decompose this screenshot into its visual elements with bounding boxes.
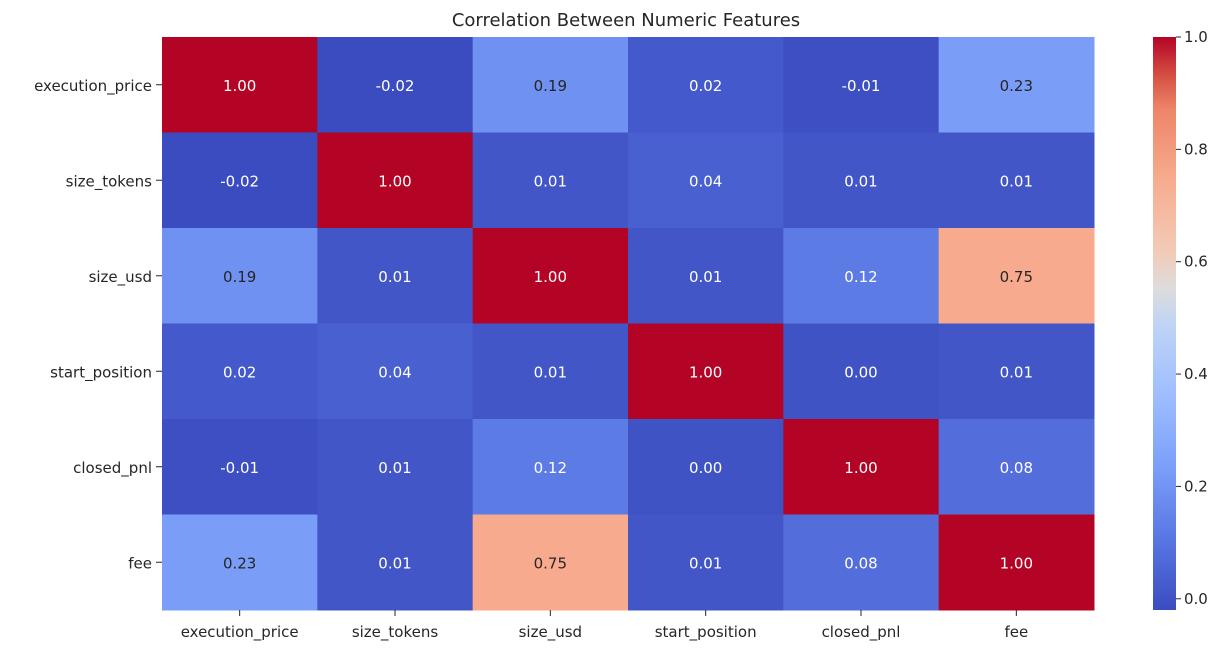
cell-value-label: 0.75: [534, 554, 567, 572]
cell-value-label: 0.75: [1000, 268, 1033, 286]
cell-value-label: 0.01: [1000, 363, 1033, 381]
heatmap-cell: [472, 228, 629, 324]
cell-value-label: 0.12: [534, 459, 567, 477]
heatmap-cell: [938, 228, 1095, 324]
cell-value-label: 0.00: [844, 363, 877, 381]
cell-value-label: 0.02: [223, 363, 256, 381]
heatmap-cell: [472, 419, 629, 515]
heatmap-cell: [162, 514, 318, 611]
cell-value-label: 0.01: [689, 268, 722, 286]
cell-value-label: 1.00: [844, 459, 877, 477]
heatmap-cell: [628, 37, 784, 133]
heatmap-cell: [783, 228, 940, 324]
heatmap-cell: [317, 228, 474, 324]
column-tick-label: closed_pnl: [822, 623, 901, 642]
cell-value-label: 0.23: [223, 554, 256, 572]
heatmap-cell: [472, 132, 629, 229]
cell-value-label: 0.02: [689, 77, 722, 95]
cell-value-label: 0.01: [689, 554, 722, 572]
cell-value-label: -0.02: [376, 77, 415, 95]
cell-value-label: 0.01: [844, 172, 877, 190]
cell-value-label: 0.08: [844, 554, 877, 572]
row-tick-label: start_position: [50, 363, 152, 382]
cell-value-label: 0.01: [378, 554, 411, 572]
cell-value-label: 0.08: [1000, 459, 1033, 477]
heatmap-cell: [783, 514, 940, 611]
cell-value-label: -0.01: [842, 77, 881, 95]
row-tick-label: size_tokens: [66, 172, 153, 191]
heatmap-cell: [162, 132, 318, 229]
chart-title: Correlation Between Numeric Features: [452, 10, 800, 31]
heatmap-cell: [628, 323, 784, 420]
heatmap-cell: [783, 419, 940, 515]
cell-value-label: 1.00: [1000, 554, 1033, 572]
cell-value-label: 0.01: [534, 363, 567, 381]
heatmap-cell-labels: 1.00 -0.02 0.19 0.02 -0.01 0.23 -0.02 1.00 0.01 0…: [220, 77, 1033, 573]
row-tick-label: closed_pnl: [73, 459, 152, 478]
colorbar-tick-label: 1.0: [1184, 28, 1208, 46]
heatmap-cell: [317, 323, 474, 420]
row-tick-label: fee: [128, 554, 152, 572]
heatmap-cell: [317, 37, 474, 133]
heatmap-cell: [938, 37, 1095, 133]
colorbar-tick-label: 0.8: [1184, 140, 1208, 158]
heatmap-cell: [783, 132, 940, 229]
colorbar-ticks: 0.0 0.2 0.4 0.6 0.8 1.0: [1176, 28, 1208, 608]
colorbar-tick-label: 0.2: [1184, 477, 1208, 495]
heatmap-cells: [162, 37, 1095, 611]
heatmap-cell: [938, 419, 1095, 515]
heatmap-cell: [317, 514, 474, 611]
cell-value-label: 0.01: [1000, 172, 1033, 190]
cell-value-label: 1.00: [689, 363, 722, 381]
cell-value-label: 0.04: [689, 172, 722, 190]
heatmap-cell: [628, 228, 784, 324]
column-tick-label: fee: [1004, 623, 1028, 641]
cell-value-label: 0.23: [1000, 77, 1033, 95]
cell-value-label: 0.12: [844, 268, 877, 286]
column-tick-label: execution_price: [181, 623, 299, 642]
heatmap-cell: [628, 419, 784, 515]
heatmap-cell: [628, 514, 784, 611]
heatmap-cell: [162, 37, 318, 133]
heatmap-cell: [472, 37, 629, 133]
column-tick-label: size_tokens: [352, 623, 439, 642]
cell-value-label: 0.19: [223, 268, 256, 286]
heatmap-cell: [472, 514, 629, 611]
column-tick-label: size_usd: [519, 623, 582, 642]
cell-value-label: 1.00: [378, 172, 411, 190]
column-tick-labels: execution_price size_tokens size_usd start_…: [181, 610, 1028, 642]
heatmap-cell: [938, 514, 1095, 611]
row-tick-label: execution_price: [34, 77, 152, 96]
cell-value-label: 0.01: [534, 172, 567, 190]
cell-value-label: 0.01: [378, 459, 411, 477]
cell-value-label: 0.01: [378, 268, 411, 286]
heatmap-cell: [162, 228, 318, 324]
cell-value-label: 0.04: [378, 363, 411, 381]
heatmap-cell: [162, 419, 318, 515]
heatmap-cell: [162, 323, 318, 420]
cell-value-label: 1.00: [223, 77, 256, 95]
heatmap-cell: [628, 132, 784, 229]
colorbar: [1153, 37, 1176, 610]
colorbar-tick-label: 0.6: [1184, 253, 1208, 271]
cell-value-label: 0.19: [534, 77, 567, 95]
cell-value-label: -0.01: [220, 459, 259, 477]
heatmap-cell: [317, 419, 474, 515]
heatmap-cell: [472, 323, 629, 420]
heatmap-cell: [783, 37, 940, 133]
heatmap-cell: [317, 132, 474, 229]
colorbar-tick-label: 0.0: [1184, 590, 1208, 608]
colorbar-tick-label: 0.4: [1184, 365, 1208, 383]
column-tick-label: start_position: [655, 623, 757, 642]
cell-value-label: 0.00: [689, 459, 722, 477]
row-tick-label: size_usd: [89, 268, 152, 287]
cell-value-label: -0.02: [220, 172, 259, 190]
heatmap-cell: [938, 323, 1095, 420]
cell-value-label: 1.00: [534, 268, 567, 286]
heatmap-cell: [938, 132, 1095, 229]
row-tick-labels: execution_price size_tokens size_usd start_…: [34, 77, 162, 572]
heatmap-cell: [783, 323, 940, 420]
